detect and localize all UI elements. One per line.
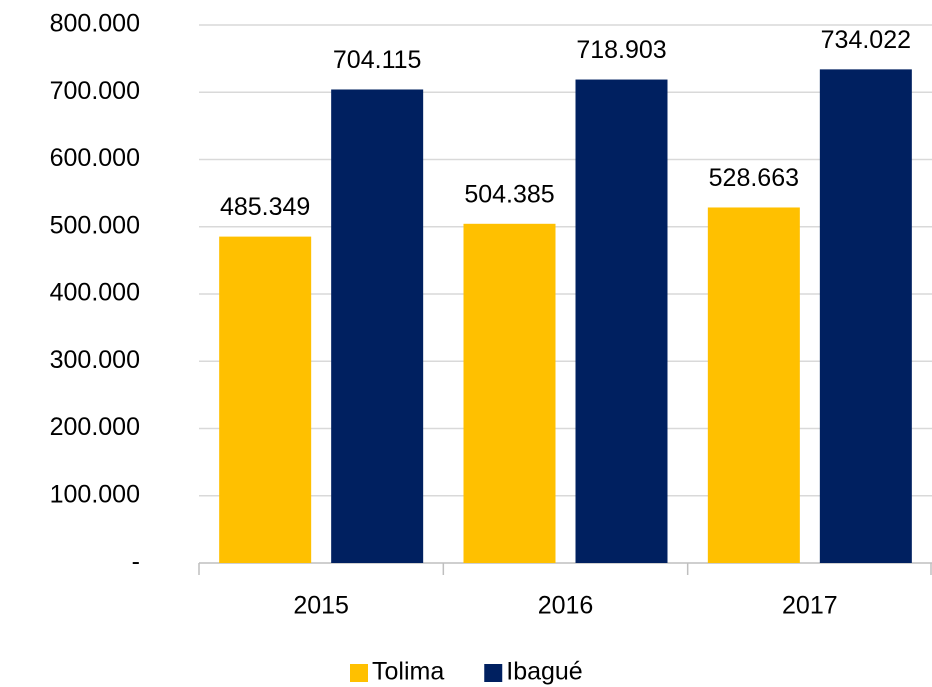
data-label: 485.349 — [220, 193, 310, 221]
data-label: 528.663 — [709, 164, 799, 192]
y-tick-label: 300.000 — [50, 346, 140, 374]
data-label: 718.903 — [576, 36, 666, 64]
x-tick-label: 2016 — [538, 592, 594, 620]
x-tick-label: 2017 — [782, 592, 838, 620]
y-tick-label: 500.000 — [50, 211, 140, 239]
y-tick-label: 600.000 — [50, 144, 140, 172]
y-tick-label: 100.000 — [50, 480, 140, 508]
y-tick-label: 200.000 — [50, 413, 140, 441]
data-label: 734.022 — [821, 26, 911, 54]
y-tick-label: - — [132, 548, 140, 576]
y-tick-label: 700.000 — [50, 77, 140, 105]
bar — [331, 89, 424, 563]
legend-swatch — [350, 664, 368, 682]
bar — [219, 236, 312, 564]
x-tick-label: 2015 — [293, 592, 349, 620]
data-label: 704.115 — [333, 46, 422, 74]
bar — [819, 69, 912, 563]
y-tick-label: 800.000 — [50, 10, 140, 38]
data-label: 504.385 — [464, 180, 554, 208]
legend-label: Ibagué — [506, 658, 582, 686]
legend-swatch — [484, 664, 503, 682]
bar — [463, 223, 556, 563]
y-tick-label: 400.000 — [50, 279, 140, 307]
bar — [575, 79, 668, 564]
legend-label: Tolima — [372, 658, 444, 686]
bar — [707, 207, 800, 564]
